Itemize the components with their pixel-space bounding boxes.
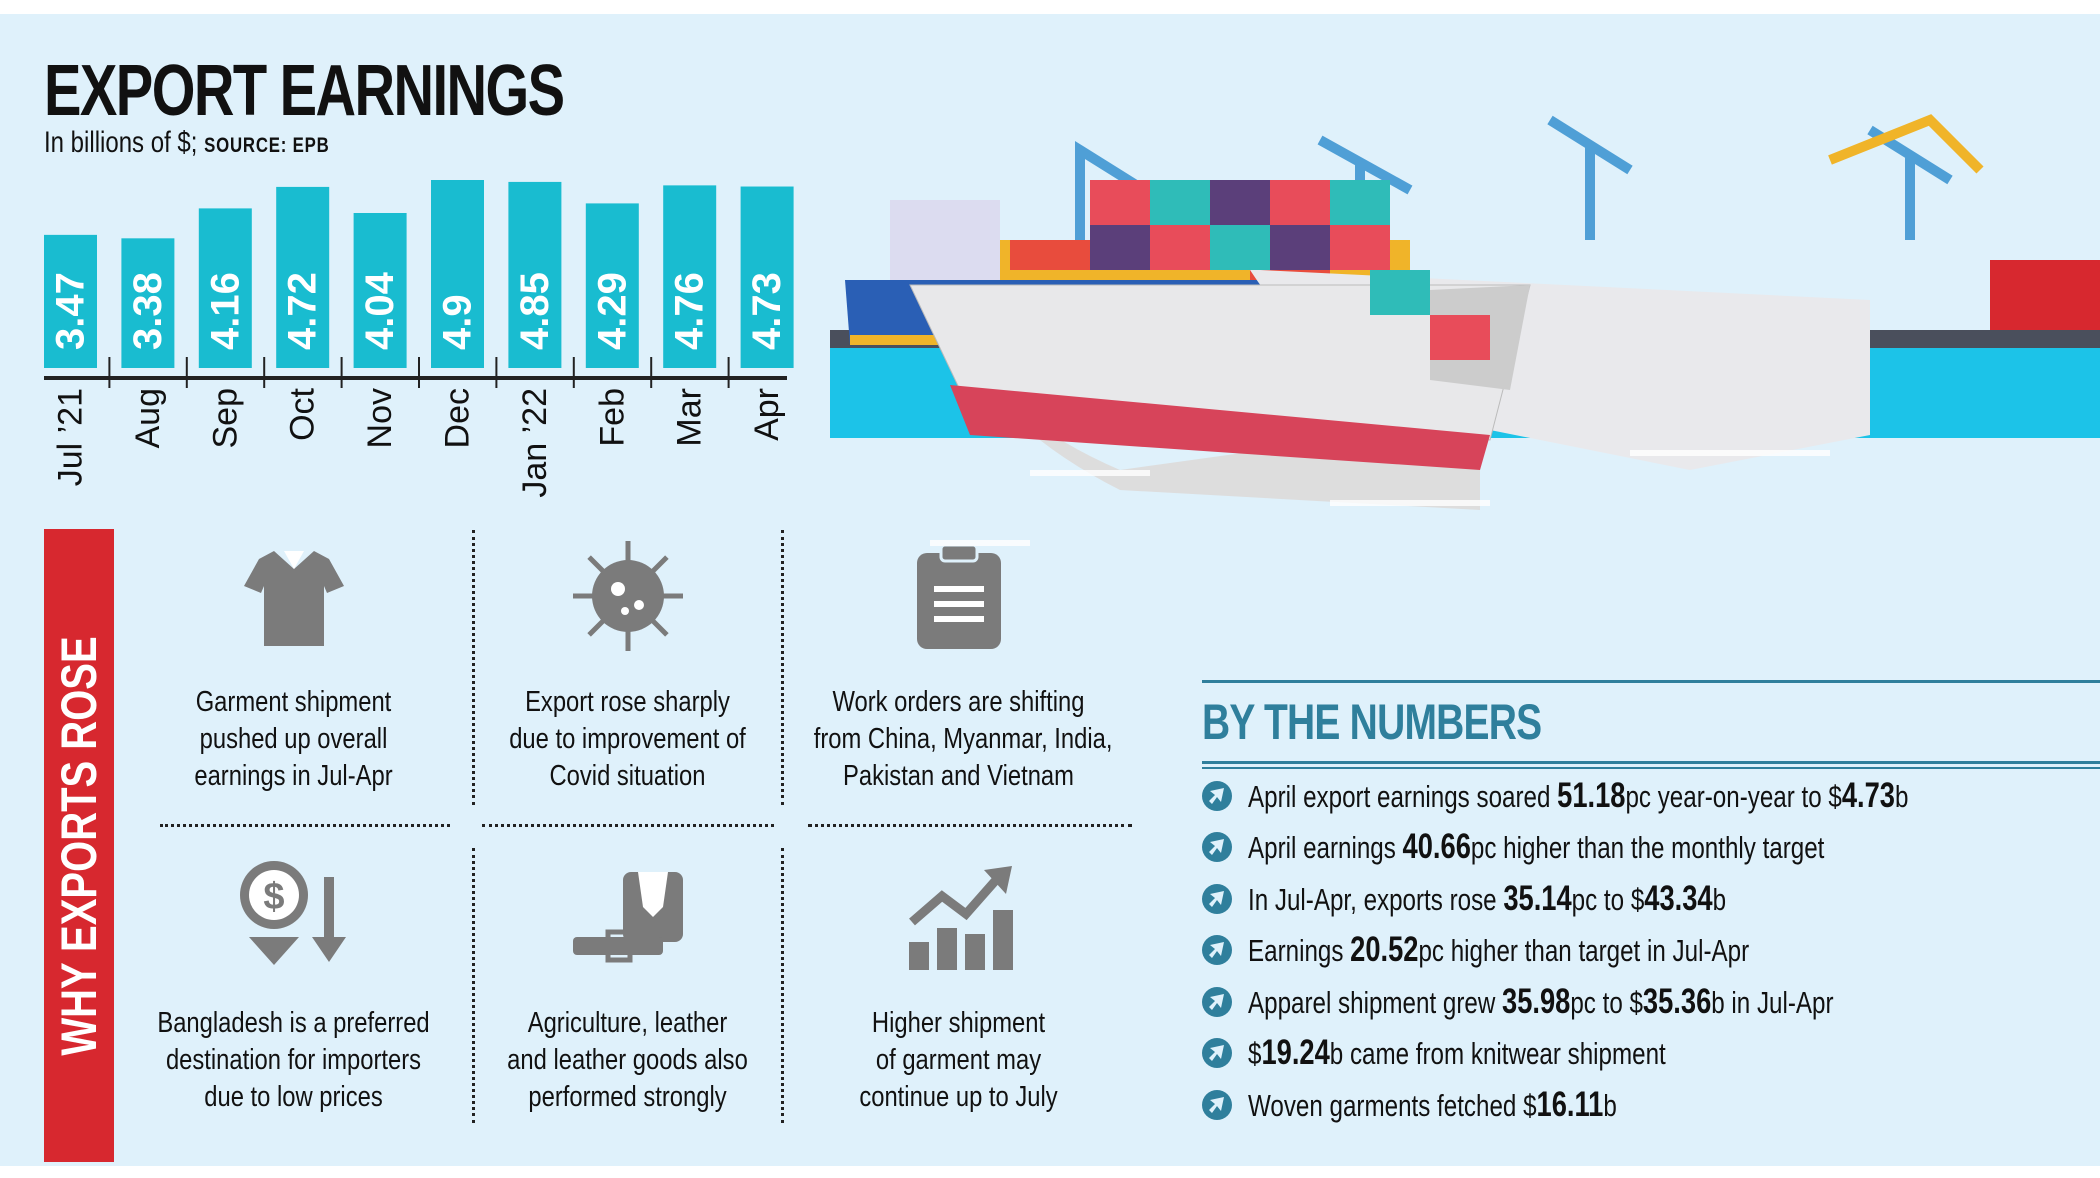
list-item: Earnings 20.52pc higher than target in J… — [1200, 925, 2095, 977]
arrow-bullet-icon — [1202, 935, 1232, 966]
by-the-numbers-header: BY THE NUMBERS — [1202, 680, 2100, 772]
arrow-bullet-icon — [1202, 1038, 1232, 1069]
value-label: 4.16 — [203, 272, 247, 350]
arrow-bullet-icon — [1202, 1089, 1232, 1120]
value-label: 4.85 — [513, 272, 557, 350]
reason-text: Agriculture, leather and leather goods al… — [507, 1007, 748, 1113]
bar — [585, 203, 639, 368]
list-item: Woven garments fetched $16.11b — [1200, 1079, 2095, 1131]
bar-chart: 3.47 Jul ’21 3.38 Aug 4.16 Sep 4.72 Oct 4.04 Nov 4… — [44, 180, 794, 498]
bar — [353, 212, 407, 368]
dollar-down-icon: $ — [114, 857, 473, 977]
category-label: Apr — [748, 388, 786, 441]
list-item: April export earnings soared 51.18pc yea… — [1200, 770, 2095, 822]
category-label: Dec — [439, 388, 477, 448]
list-item: $19.24b came from knitwear shipment — [1200, 1028, 2095, 1080]
reason-card: Export rose sharply due to improvement of… — [473, 536, 782, 795]
category-label: Aug — [129, 388, 167, 449]
value-label: 4.9 — [436, 294, 480, 350]
shirt-icon — [114, 536, 473, 656]
clipboard-icon — [782, 536, 1135, 656]
bar — [276, 186, 330, 368]
value-label: 3.38 — [126, 272, 170, 350]
reason-card: Agriculture, leather and leather goods al… — [473, 857, 782, 1116]
divider — [1202, 767, 2100, 769]
category-label: Feb — [593, 388, 631, 447]
reason-card: $ Bangladesh is a preferred destination fo… — [114, 857, 473, 1116]
chart-subtitle: In billions of $; SOURCE: EPB — [44, 126, 401, 160]
divider — [472, 848, 475, 1123]
bar — [740, 186, 794, 368]
category-label: Mar — [671, 388, 709, 447]
reason-text: Higher shipment of garment may continue up… — [859, 1007, 1058, 1113]
value-label: 4.72 — [281, 272, 325, 350]
list-item: In Jul-Apr, exports rose 35.14pc to $43.… — [1200, 873, 2095, 925]
value-label: 4.73 — [745, 272, 789, 350]
divider — [160, 824, 450, 827]
section-title: BY THE NUMBERS — [1202, 694, 1542, 750]
virus-icon — [473, 536, 782, 656]
divider — [781, 848, 784, 1123]
source-label: SOURCE: EPB — [204, 134, 330, 157]
chart-title: EXPORT EARNINGS — [44, 51, 565, 131]
category-label: Nov — [361, 388, 399, 448]
arrow-bullet-icon — [1202, 832, 1232, 863]
reason-text: Garment shipment pushed up overall earning… — [194, 686, 393, 792]
category-label: Sep — [206, 388, 244, 449]
reason-text: Work orders are shifting from China, Myan… — [813, 686, 1113, 792]
value-label: 3.47 — [49, 272, 93, 350]
bar — [121, 238, 175, 368]
numbers-list: April export earnings soared 51.18pc yea… — [1200, 770, 2095, 1131]
arrow-bullet-icon — [1202, 986, 1232, 1017]
reason-card: Garment shipment pushed up overall earning… — [114, 536, 473, 795]
divider — [808, 824, 1132, 827]
arrow-bullet-icon — [1202, 780, 1232, 811]
category-label: Jan ’22 — [516, 388, 554, 498]
divider — [482, 824, 774, 827]
cargo-port-illustration — [830, 114, 2100, 546]
category-label: Jul ’21 — [52, 388, 90, 486]
divider — [1202, 680, 2100, 683]
reason-text: Bangladesh is a preferred destination for… — [157, 1007, 430, 1113]
list-item: Apparel shipment grew 35.98pc to $35.36b… — [1200, 976, 2095, 1028]
background — [0, 14, 2100, 1166]
reason-text: Export rose sharply due to improvement of… — [509, 686, 746, 792]
bar — [198, 208, 252, 368]
value-label: 4.29 — [590, 272, 634, 350]
bar — [508, 181, 562, 368]
reason-card: Work orders are shifting from China, Myan… — [782, 536, 1135, 795]
value-label: 4.76 — [668, 272, 712, 350]
reason-card: Higher shipment of garment may continue up… — [782, 857, 1135, 1116]
leather-bag-icon — [473, 857, 782, 977]
bar — [44, 234, 97, 368]
bar — [663, 185, 717, 368]
divider — [472, 530, 475, 805]
bar — [431, 180, 484, 368]
value-label: 4.04 — [358, 271, 402, 350]
divider — [1202, 761, 2100, 764]
why-exports-rose-banner: WHY EXPORTS ROSE — [44, 529, 114, 1162]
arrow-bullet-icon — [1202, 883, 1232, 914]
divider — [781, 530, 784, 805]
category-label: Oct — [284, 387, 322, 440]
growth-chart-icon — [782, 857, 1135, 977]
unit-label: In billions of $; — [44, 126, 198, 159]
list-item: April earnings 40.66pc higher than the m… — [1200, 822, 2095, 874]
svg-text:$: $ — [263, 876, 284, 918]
